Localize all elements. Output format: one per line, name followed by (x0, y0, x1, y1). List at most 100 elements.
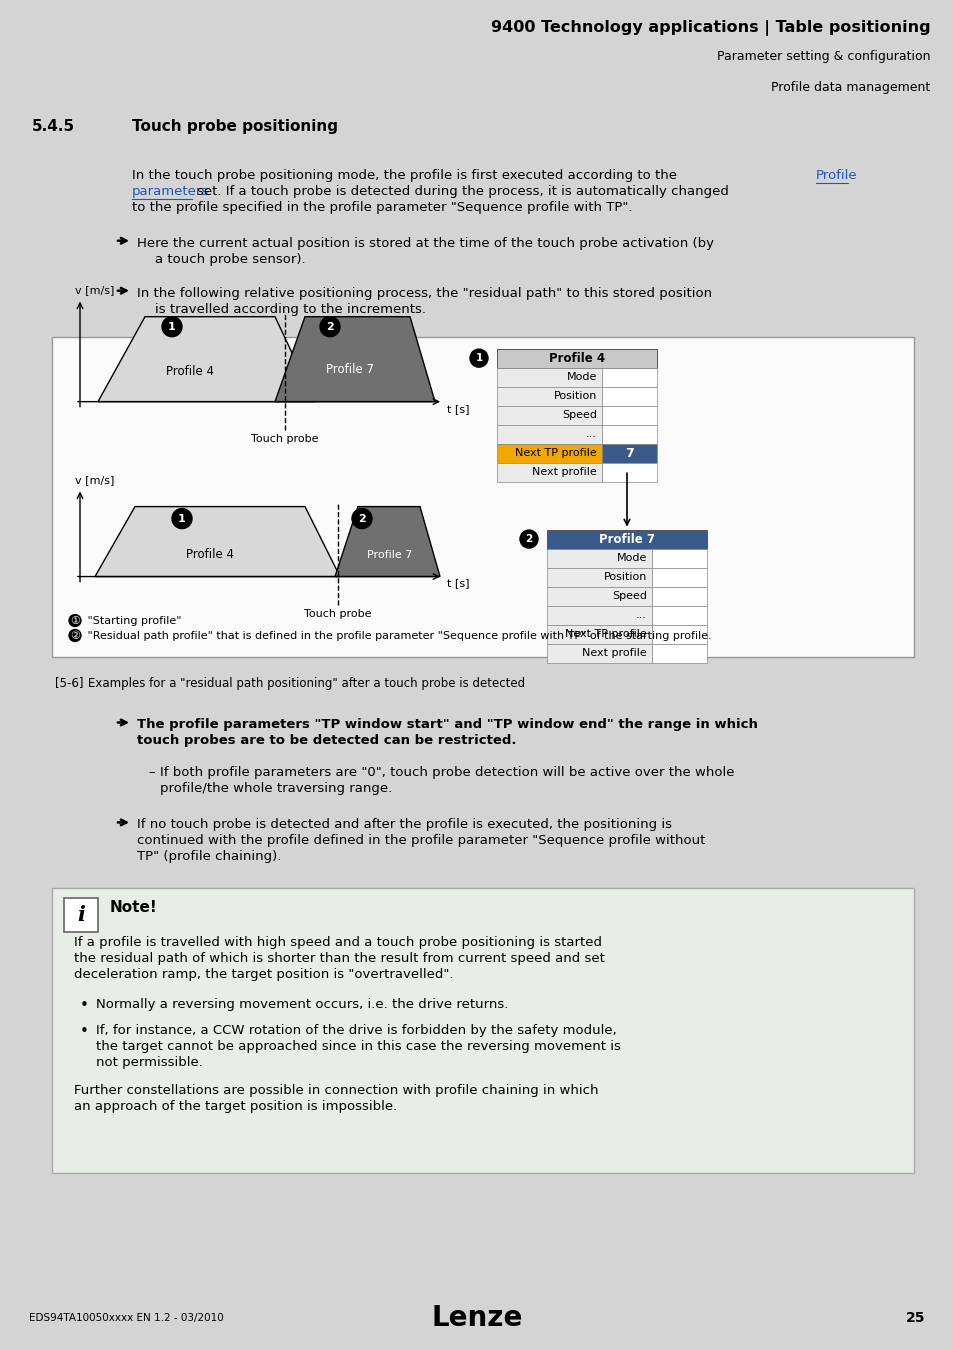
Text: Mode: Mode (566, 373, 597, 382)
Text: Next profile: Next profile (532, 467, 597, 477)
Text: Profile 7: Profile 7 (326, 363, 374, 377)
Text: v [m/s]: v [m/s] (75, 285, 114, 294)
Text: profile/the whole traversing range.: profile/the whole traversing range. (160, 783, 392, 795)
Text: 25: 25 (905, 1311, 924, 1324)
Bar (601, 444, 657, 463)
Bar (601, 463, 657, 482)
Polygon shape (95, 506, 339, 576)
Bar (497, 386, 601, 405)
Text: to the profile specified in the profile parameter "Sequence profile with TP".: to the profile specified in the profile … (132, 201, 632, 213)
Bar (651, 644, 706, 663)
Text: 2: 2 (525, 535, 532, 544)
Bar (651, 586, 706, 606)
Bar (601, 405, 657, 425)
Text: Examples for a "residual path positioning" after a touch probe is detected: Examples for a "residual path positionin… (88, 676, 524, 690)
Text: –: – (148, 767, 154, 779)
Bar (52, 888, 913, 1173)
Text: Lenze: Lenze (431, 1304, 522, 1331)
Text: deceleration ramp, the target position is "overtravelled".: deceleration ramp, the target position i… (74, 968, 453, 981)
Text: Position: Position (553, 392, 597, 401)
Text: Profile 7: Profile 7 (598, 533, 655, 545)
Text: If, for instance, a CCW rotation of the drive is forbidden by the safety module,: If, for instance, a CCW rotation of the … (96, 1025, 616, 1037)
Text: an approach of the target position is impossible.: an approach of the target position is im… (74, 1100, 396, 1114)
Bar (651, 606, 706, 625)
Bar (601, 386, 657, 405)
Text: the residual path of which is shorter than the result from current speed and set: the residual path of which is shorter th… (74, 952, 604, 965)
Text: "Residual path profile" that is defined in the profile parameter "Sequence profi: "Residual path profile" that is defined … (84, 630, 711, 640)
Text: Profile data management: Profile data management (770, 81, 929, 93)
Bar (546, 606, 651, 625)
Bar (546, 586, 651, 606)
Text: touch probes are to be detected can be restricted.: touch probes are to be detected can be r… (137, 734, 516, 748)
Circle shape (352, 509, 372, 529)
Text: In the touch probe positioning mode, the profile is first executed according to : In the touch probe positioning mode, the… (132, 169, 680, 182)
Text: [5-6]: [5-6] (55, 676, 84, 690)
Text: is travelled according to the increments.: is travelled according to the increments… (154, 302, 426, 316)
Circle shape (162, 317, 182, 336)
Text: ...: ... (636, 610, 646, 620)
Text: 7: 7 (624, 447, 633, 459)
Text: ...: ... (585, 429, 597, 439)
Text: Touch probe positioning: Touch probe positioning (132, 119, 337, 134)
Polygon shape (335, 506, 439, 576)
Text: 2: 2 (326, 321, 334, 332)
Text: Profile 7: Profile 7 (367, 549, 413, 559)
Circle shape (519, 531, 537, 548)
Text: Profile 4: Profile 4 (166, 364, 213, 378)
Bar (601, 367, 657, 386)
Text: Next TP profile: Next TP profile (565, 629, 646, 639)
Text: t [s]: t [s] (447, 404, 469, 413)
Text: Normally a reversing movement occurs, i.e. the drive returns.: Normally a reversing movement occurs, i.… (96, 999, 508, 1011)
Text: Profile 4: Profile 4 (548, 351, 604, 364)
Text: Note!: Note! (110, 900, 157, 915)
Text: Parameter setting & configuration: Parameter setting & configuration (716, 50, 929, 62)
Text: In the following relative positioning process, the "residual path" to this store: In the following relative positioning pr… (137, 286, 711, 300)
Text: i: i (77, 906, 85, 925)
Text: 1: 1 (475, 354, 482, 363)
Text: parameters: parameters (132, 185, 209, 197)
Text: Speed: Speed (561, 410, 597, 420)
Text: The profile parameters "TP window start" and "TP window end" the range in which: The profile parameters "TP window start"… (137, 718, 757, 732)
Polygon shape (98, 317, 314, 402)
Text: t [s]: t [s] (447, 579, 469, 589)
Bar (546, 625, 651, 644)
Text: v [m/s]: v [m/s] (75, 475, 114, 485)
Text: set. If a touch probe is detected during the process, it is automatically change: set. If a touch probe is detected during… (196, 185, 728, 197)
Bar (651, 548, 706, 567)
Text: ②: ② (70, 630, 80, 640)
Bar (546, 567, 651, 586)
Circle shape (172, 509, 192, 529)
Text: Profile 4: Profile 4 (186, 548, 233, 562)
Text: ①: ① (70, 616, 80, 625)
Circle shape (470, 350, 488, 367)
Text: Next profile: Next profile (581, 648, 646, 657)
Bar (497, 367, 601, 386)
Text: TP" (profile chaining).: TP" (profile chaining). (137, 850, 281, 864)
Text: Further constellations are possible in connection with profile chaining in which: Further constellations are possible in c… (74, 1084, 598, 1098)
Text: 1: 1 (178, 513, 186, 524)
Text: •: • (80, 1025, 89, 1040)
Text: EDS94TA10050xxxx EN 1.2 - 03/2010: EDS94TA10050xxxx EN 1.2 - 03/2010 (29, 1312, 223, 1323)
Bar (601, 425, 657, 444)
Text: Mode: Mode (616, 554, 646, 563)
Bar (64, 898, 98, 933)
Text: not permissible.: not permissible. (96, 1056, 203, 1069)
Bar (546, 548, 651, 567)
Text: Next TP profile: Next TP profile (515, 448, 597, 458)
Bar (651, 567, 706, 586)
Text: 2: 2 (357, 513, 366, 524)
Bar (497, 444, 601, 463)
Text: •: • (80, 999, 89, 1014)
Text: Touch probe: Touch probe (304, 609, 372, 618)
Text: 9400 Technology applications | Table positioning: 9400 Technology applications | Table pos… (490, 20, 929, 36)
Text: continued with the profile defined in the profile parameter "Sequence profile wi: continued with the profile defined in th… (137, 834, 704, 848)
Text: Touch probe: Touch probe (251, 433, 318, 444)
Circle shape (319, 317, 339, 336)
Text: the target cannot be approached since in this case the reversing movement is: the target cannot be approached since in… (96, 1041, 620, 1053)
Text: Profile: Profile (815, 169, 857, 182)
Text: If both profile parameters are "0", touch probe detection will be active over th: If both profile parameters are "0", touc… (160, 767, 734, 779)
Bar (497, 463, 601, 482)
Text: Here the current actual position is stored at the time of the touch probe activa: Here the current actual position is stor… (137, 236, 713, 250)
Text: If a profile is travelled with high speed and a touch probe positioning is start: If a profile is travelled with high spee… (74, 937, 601, 949)
Bar (651, 625, 706, 644)
